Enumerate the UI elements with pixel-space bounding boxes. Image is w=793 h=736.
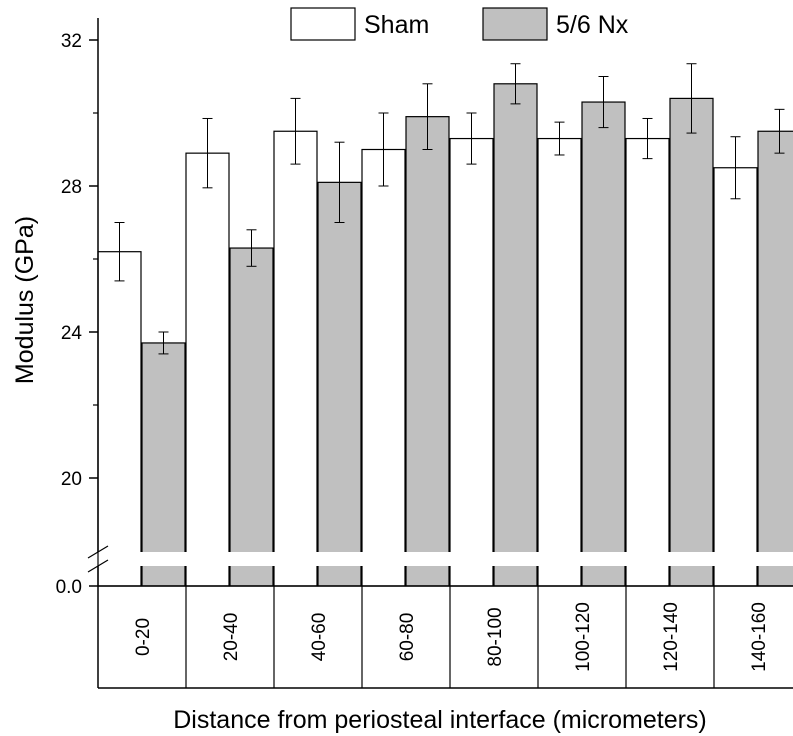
- error-bar-nx-40-60: [334, 141, 345, 223]
- bar-sham-0-20: [97, 251, 142, 587]
- bar-nx-140-160: [757, 130, 793, 587]
- bar-nx-0-20: [141, 342, 186, 587]
- y-tick-label-32: 32: [61, 31, 82, 52]
- error-bar-sham-140-160: [730, 136, 741, 200]
- bar-sham-100-120: [537, 137, 582, 587]
- error-bar-sham-120-140: [642, 117, 653, 160]
- error-bar-nx-20-40: [246, 229, 257, 267]
- error-bar-nx-140-160: [774, 108, 785, 154]
- category-label-40-60: 40-60: [309, 613, 330, 662]
- error-bar-nx-100-120: [598, 76, 609, 129]
- category-label-100-120: 100-120: [573, 602, 594, 672]
- error-bar-nx-120-140: [686, 63, 697, 134]
- error-bar-nx-80-100: [510, 63, 521, 105]
- bar-sham-80-100: [449, 137, 494, 587]
- bar-sham-140-160: [713, 167, 758, 587]
- bars-layer: [97, 83, 793, 587]
- bar-sham-60-80: [361, 148, 406, 587]
- y-ticks-layer: 0.0 20 24 28 32: [56, 31, 98, 598]
- category-label-80-100: 80-100: [485, 607, 506, 666]
- category-label-60-80: 60-80: [397, 613, 418, 662]
- legend-swatch-sham: [290, 7, 356, 41]
- y-tick-label-20: 20: [61, 469, 82, 490]
- bar-sham-40-60: [273, 130, 318, 587]
- bar-sham-20-40: [185, 152, 230, 587]
- error-bars-layer: [114, 63, 785, 355]
- category-labels-layer: 0-20 20-40 40-60 60-80 80-100 100-120 120-140 1…: [133, 586, 770, 688]
- error-bar-sham-100-120: [554, 121, 565, 156]
- bar-nx-120-140: [669, 97, 714, 587]
- y-tick-label-28: 28: [61, 177, 82, 198]
- error-bar-sham-20-40: [202, 117, 213, 189]
- error-bar-sham-60-80: [378, 112, 389, 187]
- y-tick-label-24: 24: [61, 323, 83, 344]
- bar-sham-120-140: [625, 137, 670, 587]
- bar-nx-80-100: [493, 83, 538, 587]
- y-tick-label-0.0: 0.0: [56, 577, 82, 598]
- error-bar-nx-0-20: [158, 331, 169, 355]
- category-label-140-160: 140-160: [749, 602, 770, 672]
- legend: Sham 5/6 Nx: [290, 7, 629, 41]
- legend-label-nx: 5/6 Nx: [556, 11, 629, 39]
- category-label-0-20: 0-20: [133, 618, 154, 656]
- y-axis-title: Modulus (GPa): [11, 216, 39, 384]
- axis-break-gap: [99, 552, 793, 566]
- error-bar-sham-0-20: [114, 222, 125, 282]
- axes-layer: [97, 18, 793, 689]
- error-bar-nx-60-80: [422, 83, 433, 150]
- legend-swatch-nx: [482, 7, 548, 41]
- bar-nx-40-60: [317, 181, 362, 587]
- x-axis-title: Distance from periosteal interface (micr…: [173, 706, 707, 734]
- bar-nx-100-120: [581, 101, 626, 587]
- error-bar-sham-40-60: [290, 97, 301, 165]
- error-bar-sham-80-100: [466, 112, 477, 165]
- category-label-120-140: 120-140: [661, 602, 682, 672]
- bar-nx-60-80: [405, 116, 450, 587]
- legend-label-sham: Sham: [364, 11, 429, 39]
- category-label-20-40: 20-40: [221, 613, 242, 662]
- bar-nx-20-40: [229, 247, 274, 587]
